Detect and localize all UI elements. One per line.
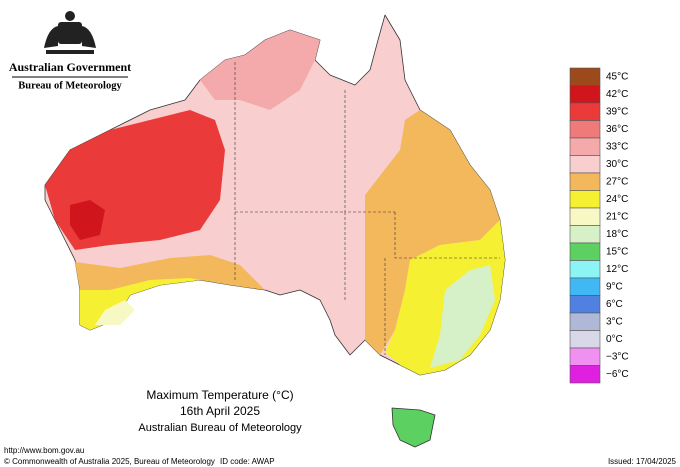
legend-label: 24°C [606,194,628,205]
legend-label: 21°C [606,211,628,222]
legend-label: −6°C [606,369,629,380]
legend-swatch [569,312,601,331]
legend-label: 9°C [606,281,623,292]
legend-label: 30°C [606,159,628,170]
map-title: Maximum Temperature (°C) [146,388,293,402]
map-source: Australian Bureau of Meteorology [138,422,302,434]
legend-swatch [569,67,601,86]
state-borders [234,62,500,355]
legend-swatch [569,347,601,366]
legend-label: 33°C [606,141,628,152]
legend-label: 0°C [606,334,623,345]
header-agency: Bureau of Meteorology [18,80,122,91]
tasmania [391,407,436,448]
footer-id: ID code: AWAP [220,457,275,466]
legend-label: −3°C [606,351,629,362]
legend-swatch [569,102,601,121]
legend-swatch [569,137,601,156]
legend-label: 18°C [606,229,628,240]
wa-hot [70,200,105,240]
legend-swatch [569,260,601,279]
footer-copyright: © Commonwealth of Australia 2025, Bureau… [4,457,215,466]
top-end-warm [200,30,320,110]
legend-swatch [569,330,601,349]
legend-label: 42°C [606,89,628,100]
legend-swatch [569,295,601,314]
legend-swatch [569,172,601,191]
footer-issued: Issued: 17/04/2025 [608,457,677,466]
legend-swatch [569,207,601,226]
east-green [430,265,495,368]
legend-swatch [569,242,601,261]
legend-swatch [569,365,601,384]
map-date: 16th April 2025 [180,404,260,418]
legend-label: 6°C [606,299,623,310]
legend-label: 3°C [606,316,623,327]
legend-swatch [569,225,601,244]
legend-label: 27°C [606,176,628,187]
legend-label: 12°C [606,264,628,275]
qld-orange [365,110,500,355]
legend-swatch [569,85,601,104]
legend: 45°C 42°C 39°C 36°C 33°C 30°C 27°C 24°C 21°C 18°C… [569,67,629,384]
legend-swatch [569,277,601,296]
legend-swatch [569,120,601,139]
map [44,14,506,448]
legend-label: 15°C [606,246,628,257]
emblem [44,11,96,54]
legend-swatch [569,190,601,209]
wa-south-orange [75,255,265,330]
legend-label: 39°C [606,106,628,117]
footer-url[interactable]: http://www.bom.gov.au [4,446,84,455]
legend-label: 45°C [606,71,628,82]
header-government: Australian Government [9,60,131,74]
sw-pale [95,300,135,325]
legend-label: 36°C [606,124,628,135]
legend-swatch [569,155,601,174]
